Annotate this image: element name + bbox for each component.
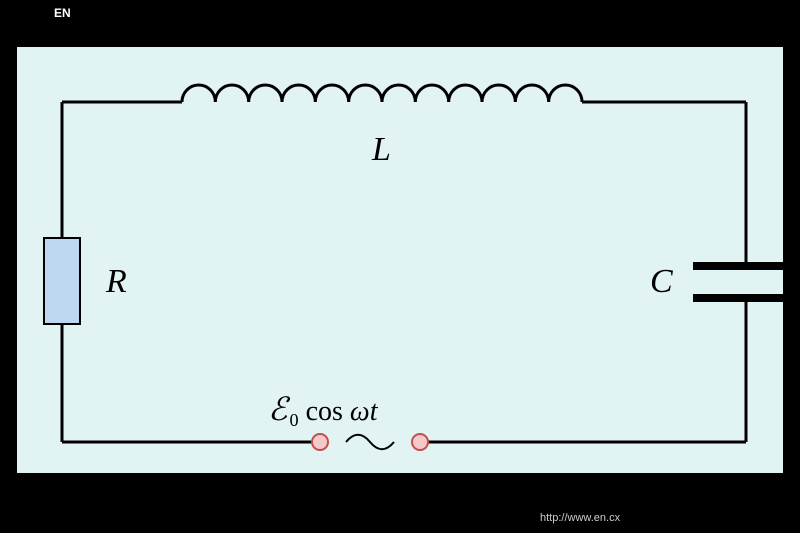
resistor-label: R (105, 263, 127, 300)
circuit-svg: R L C ℰ0 cos ωt (17, 47, 787, 477)
circuit-panel: R L C ℰ0 cos ωt (15, 45, 785, 475)
source-terminal-left (312, 434, 328, 450)
ac-source-icon (346, 435, 394, 449)
footer-url-text: http://www.en.cx (540, 512, 620, 524)
language-badge: EN (54, 6, 71, 20)
source-terminal-right (412, 434, 428, 450)
source-label: ℰ0 cos ωt (268, 391, 379, 430)
inductor-coil (182, 85, 582, 102)
stage: EN R L C ℰ0 cos ωt http://www.en.cx (0, 0, 800, 533)
inductor-label: L (371, 131, 391, 168)
resistor-body (44, 238, 80, 324)
capacitor-label: C (650, 263, 673, 300)
